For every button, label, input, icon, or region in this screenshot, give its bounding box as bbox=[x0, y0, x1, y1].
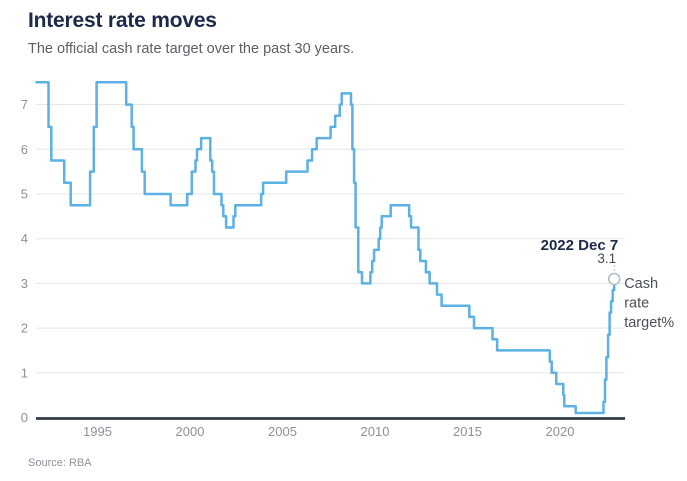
endpoint-marker bbox=[607, 272, 621, 286]
annotation-value-label: 3.1 bbox=[597, 251, 616, 266]
chart-subtitle: The official cash rate target over the p… bbox=[28, 41, 355, 57]
y-axis-tick-label: 1 bbox=[21, 365, 28, 380]
series-name-label: rate bbox=[624, 295, 649, 311]
series-name-label: Cash bbox=[624, 276, 658, 292]
y-axis-tick-label: 0 bbox=[21, 410, 28, 425]
page-title: Interest rate moves bbox=[28, 9, 217, 32]
x-axis-tick-label: 2015 bbox=[453, 424, 482, 439]
y-axis-tick-label: 6 bbox=[21, 142, 28, 157]
cash-rate-line bbox=[35, 81, 616, 415]
x-axis-tick-label: 2000 bbox=[176, 424, 205, 439]
y-axis-tick-label: 4 bbox=[21, 231, 28, 246]
x-axis-tick-label: 2020 bbox=[546, 424, 575, 439]
x-axis-tick-label: 2005 bbox=[268, 424, 297, 439]
y-axis-tick-label: 2 bbox=[21, 321, 28, 336]
x-axis-tick-label: 2010 bbox=[361, 424, 390, 439]
y-axis-tick-label: 5 bbox=[21, 187, 28, 202]
x-axis-tick-label: 1995 bbox=[83, 424, 112, 439]
y-axis-tick-label: 7 bbox=[21, 97, 28, 112]
series-name-label: target% bbox=[624, 315, 674, 331]
y-axis-tick-label: 3 bbox=[21, 276, 28, 291]
source-note: Source: RBA bbox=[28, 457, 92, 469]
annotation-date-label: 2022 Dec 7 bbox=[541, 237, 619, 254]
